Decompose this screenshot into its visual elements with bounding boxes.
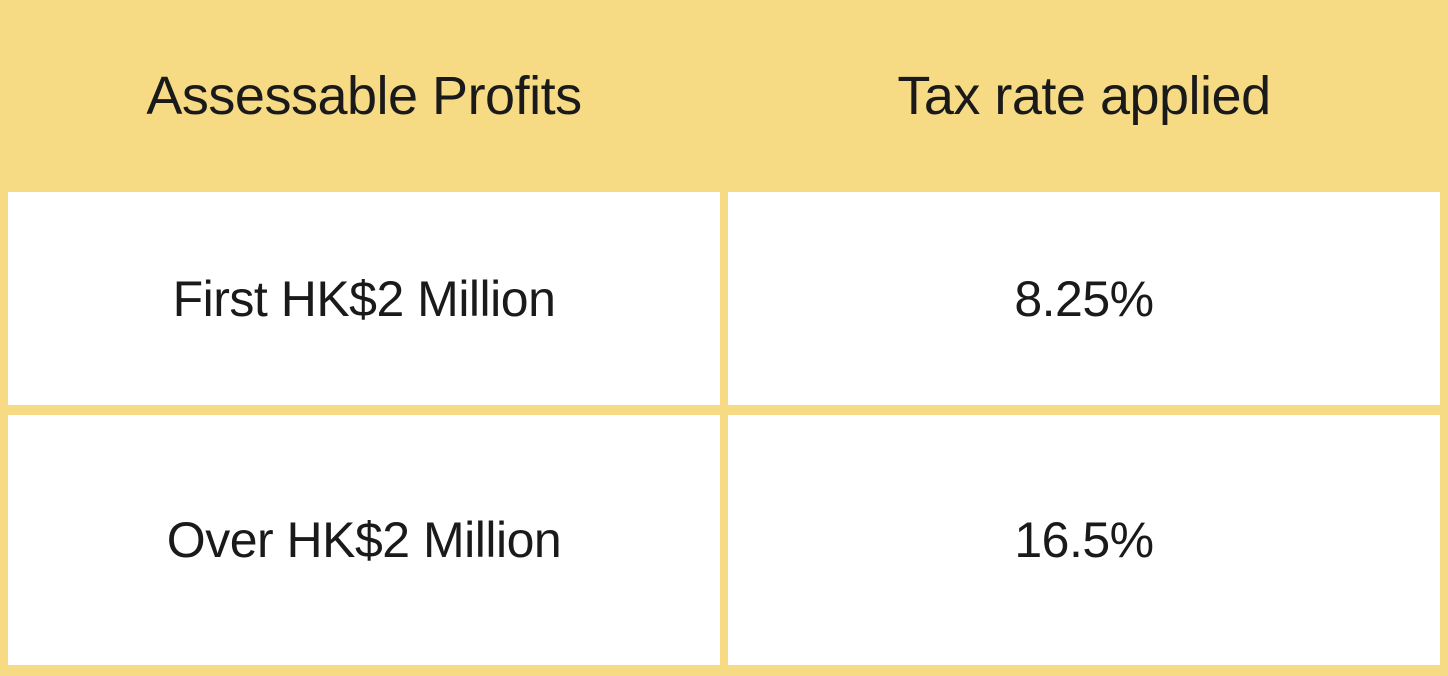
table-header-row: Assessable Profits Tax rate applied bbox=[8, 0, 1440, 192]
cell-row2-assessable-profits: Over HK$2 Million bbox=[8, 415, 720, 665]
cell-row1-assessable-profits: First HK$2 Million bbox=[8, 192, 720, 405]
table-body: First HK$2 Million 8.25% Over HK$2 Milli… bbox=[8, 192, 1440, 665]
cell-row1-tax-rate: 8.25% bbox=[728, 192, 1440, 405]
column-header-tax-rate-applied: Tax rate applied bbox=[897, 66, 1271, 126]
cell-row2-tax-rate: 16.5% bbox=[728, 415, 1440, 665]
column-header-assessable-profits: Assessable Profits bbox=[146, 66, 582, 126]
